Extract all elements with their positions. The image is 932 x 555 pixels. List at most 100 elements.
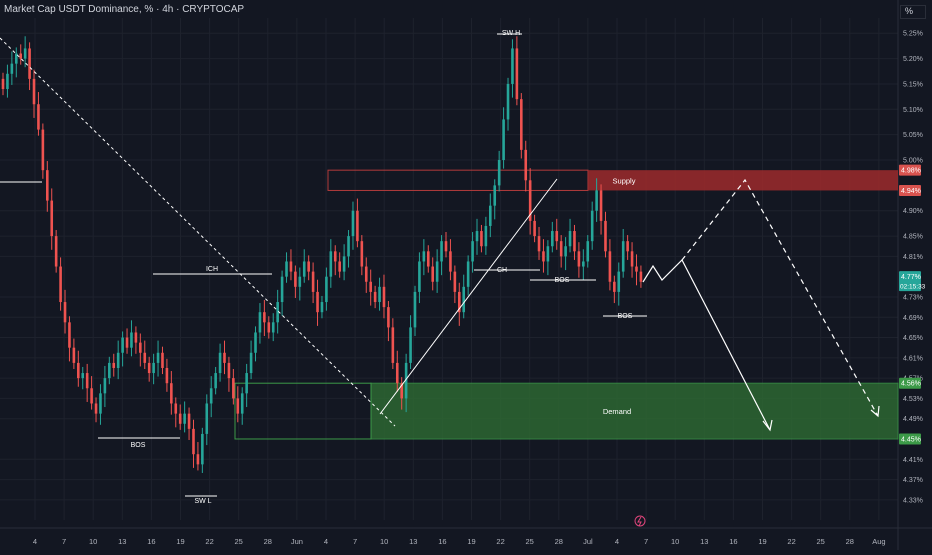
candle-body: [608, 251, 612, 282]
candle-body: [329, 251, 333, 277]
candle-body: [320, 302, 324, 313]
candle-body: [165, 367, 169, 384]
demand-zone: [370, 382, 899, 440]
y-tick-label: 5.10%: [903, 107, 923, 114]
candle-body: [502, 119, 505, 161]
candle-body: [249, 352, 253, 374]
event-marker-icon: [634, 515, 646, 527]
candle-body: [143, 352, 147, 363]
candle-body: [453, 271, 457, 292]
candle-body: [280, 276, 284, 303]
candle-body: [351, 210, 355, 237]
candle-body: [520, 99, 523, 150]
x-tick-label: 13: [700, 537, 708, 546]
candle-body: [568, 231, 572, 247]
candle-body: [333, 251, 337, 262]
candle-body: [267, 322, 271, 333]
x-tick-label: 4: [33, 537, 37, 546]
candle-body: [50, 200, 54, 237]
candle-body: [218, 352, 222, 374]
price-label-text: 4.56%: [901, 381, 921, 388]
candle-body: [325, 276, 328, 303]
candle-body: [617, 271, 621, 292]
candle-body: [130, 332, 133, 348]
projection-path-dashed: [681, 178, 879, 417]
x-tick-label: 10: [380, 537, 388, 546]
ch-label: CH: [497, 267, 507, 274]
candle-body: [382, 286, 386, 308]
candle-body: [466, 261, 470, 287]
candle-body: [289, 261, 293, 272]
x-tick-label: 22: [205, 537, 213, 546]
candle-body: [555, 231, 559, 242]
candle-body: [564, 246, 567, 257]
candle-body: [68, 322, 71, 348]
y-tick-label: 4.85%: [903, 234, 923, 241]
candle-body: [316, 291, 319, 313]
candle-body: [635, 266, 638, 272]
candle-body: [347, 236, 350, 257]
candle-body: [471, 241, 474, 262]
x-tick-label: Jul: [583, 537, 593, 546]
supply-zone: [588, 170, 898, 191]
candle-body: [125, 337, 129, 348]
candle-body: [276, 302, 279, 323]
candle-body: [356, 210, 359, 242]
candle-body: [112, 362, 116, 368]
x-tick-label: 16: [729, 537, 737, 546]
price-label-box: [899, 184, 921, 196]
candle-body: [435, 261, 439, 282]
x-tick-label: 13: [409, 537, 417, 546]
candle-body: [489, 205, 492, 226]
x-tick-label: Jun: [291, 537, 303, 546]
x-tick-label: 19: [176, 537, 184, 546]
candle-body: [6, 73, 9, 90]
bos-label-right: BOS: [618, 313, 633, 320]
candle-body: [85, 373, 89, 389]
bos-label-mid: BOS: [555, 277, 570, 284]
candle-body: [152, 362, 155, 374]
candle-body: [422, 251, 426, 262]
projection-arrowhead-dashed: [870, 405, 880, 418]
y-tick-label: 4.33%: [903, 497, 923, 504]
projection-arrowhead-solid: [762, 419, 773, 432]
unit-badge[interactable]: %: [900, 5, 926, 19]
y-tick-label: 5.15%: [903, 81, 923, 88]
x-tick-label: 22: [496, 537, 504, 546]
candle-body: [462, 286, 466, 313]
demand-label: Demand: [603, 407, 631, 416]
candle-body: [139, 342, 142, 353]
candle-body: [338, 261, 341, 272]
candle-body: [37, 104, 40, 130]
candle-body: [72, 347, 76, 363]
candle-body: [90, 388, 93, 404]
candle-body: [77, 362, 80, 379]
downtrend-line: [0, 37, 396, 427]
candle-body: [533, 220, 536, 237]
candle-body: [232, 378, 235, 399]
candle-body: [178, 413, 182, 424]
chart-title: Market Cap USDT Dominance, % · 4h · CRYP…: [4, 4, 245, 15]
y-tick-label: 5.20%: [903, 56, 923, 63]
ich-label: ICH: [206, 266, 218, 273]
candle-body: [174, 403, 178, 414]
candle-body: [449, 251, 452, 272]
y-tick-label: 4.49%: [903, 416, 923, 423]
x-tick-label: 7: [353, 537, 357, 546]
candle-body: [41, 129, 45, 171]
price-label-text: 4.94%: [901, 188, 921, 195]
candle-body: [99, 393, 102, 414]
candle-body: [223, 352, 226, 363]
candle-body: [395, 362, 399, 384]
candle-body: [23, 48, 27, 59]
candle-body: [400, 383, 403, 399]
candle-body: [360, 241, 364, 267]
candle-body: [378, 286, 381, 303]
candle-body: [214, 373, 217, 389]
candle-body: [19, 53, 23, 59]
price-label-box: [899, 433, 921, 445]
candle-body: [307, 261, 310, 272]
